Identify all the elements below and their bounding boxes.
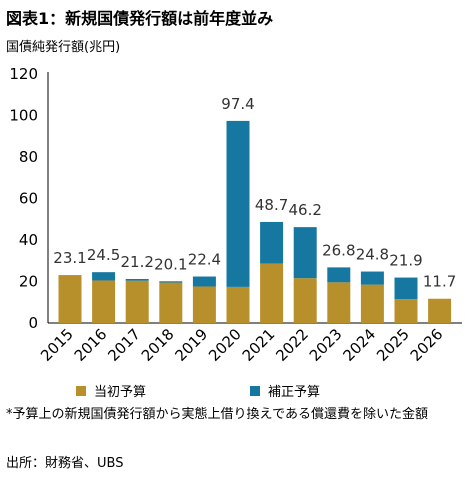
x-tick-label-2018: 2018: [138, 325, 178, 365]
legend-item-supplementary: 補正予算: [250, 381, 320, 400]
x-tick-label-2022: 2022: [272, 325, 312, 365]
bar-supplementary-2019: [192, 276, 216, 287]
bar-initial-2023: [327, 282, 351, 323]
x-tick-label-2017: 2017: [104, 325, 144, 365]
data-label-2023: 26.8: [322, 241, 355, 259]
bar-supplementary-2021: [260, 221, 284, 264]
x-tick-label-2015: 2015: [37, 325, 77, 365]
bar-initial-2021: [260, 263, 284, 323]
data-label-2026: 11.7: [423, 273, 456, 291]
y-tick-label-1: 20: [19, 273, 38, 291]
legend-label-supplementary: 補正予算: [268, 385, 321, 400]
data-label-2020: 97.4: [221, 95, 254, 113]
bar-initial-2016: [92, 280, 116, 323]
bar-supplementary-2016: [92, 272, 116, 281]
bar-chart: 02040608010012023.1201524.5201621.220172…: [9, 65, 462, 365]
source-note: 出所：財務省、UBS: [6, 456, 124, 471]
x-tick-label-2021: 2021: [239, 325, 279, 365]
data-label-2025: 21.9: [389, 252, 422, 270]
y-tick-label-6: 120: [9, 65, 38, 83]
data-label-2018: 20.1: [154, 255, 187, 273]
x-tick-label-2024: 2024: [339, 325, 379, 365]
bar-initial-2024: [360, 284, 384, 323]
y-axis-unit-label: 国債純発行額(兆円): [6, 40, 121, 55]
data-label-2021: 48.7: [255, 196, 288, 214]
data-label-2019: 22.4: [188, 251, 221, 269]
y-tick-label-5: 100: [9, 107, 38, 125]
bar-initial-2019: [192, 286, 216, 323]
x-tick-label-2020: 2020: [205, 325, 245, 365]
bar-supplementary-2018: [159, 281, 183, 283]
bar-supplementary-2022: [293, 227, 317, 279]
x-tick-label-2025: 2025: [373, 325, 413, 365]
bar-supplementary-2020: [226, 120, 250, 287]
data-label-2015: 23.1: [53, 249, 86, 267]
legend-item-initial: 当初予算: [76, 381, 146, 400]
bar-supplementary-2017: [125, 279, 149, 281]
bar-initial-2017: [125, 280, 149, 323]
bar-initial-2018: [159, 282, 183, 323]
y-tick-label-0: 0: [28, 314, 38, 332]
chart-title: 図表1：新規国債発行額は前年度並み: [6, 9, 274, 28]
bar-initial-2020: [226, 286, 250, 323]
data-label-2017: 21.2: [120, 253, 153, 271]
bar-supplementary-2023: [327, 267, 351, 283]
data-label-2024: 24.8: [356, 246, 389, 264]
y-tick-label-3: 60: [19, 190, 38, 208]
bar-initial-2026: [428, 298, 452, 323]
x-tick-label-2016: 2016: [71, 325, 111, 365]
x-tick-label-2019: 2019: [171, 325, 211, 365]
x-tick-label-2026: 2026: [407, 325, 447, 365]
data-label-2022: 46.2: [288, 201, 321, 219]
legend-label-initial: 当初予算: [94, 385, 147, 400]
legend-swatch-initial: [76, 385, 86, 396]
data-label-2016: 24.5: [87, 246, 120, 264]
bar-supplementary-2025: [394, 277, 418, 300]
footnote: *予算上の新規国債発行額から実態上借り換えである償還費を除いた金額: [6, 407, 428, 422]
bar-initial-2022: [293, 278, 317, 323]
y-tick-label-4: 80: [19, 148, 38, 166]
legend-swatch-supplementary: [250, 385, 260, 396]
bar-supplementary-2024: [360, 271, 384, 285]
bar-initial-2015: [58, 275, 82, 323]
bar-initial-2025: [394, 299, 418, 323]
x-tick-label-2023: 2023: [306, 325, 346, 365]
y-tick-label-2: 40: [19, 231, 38, 249]
